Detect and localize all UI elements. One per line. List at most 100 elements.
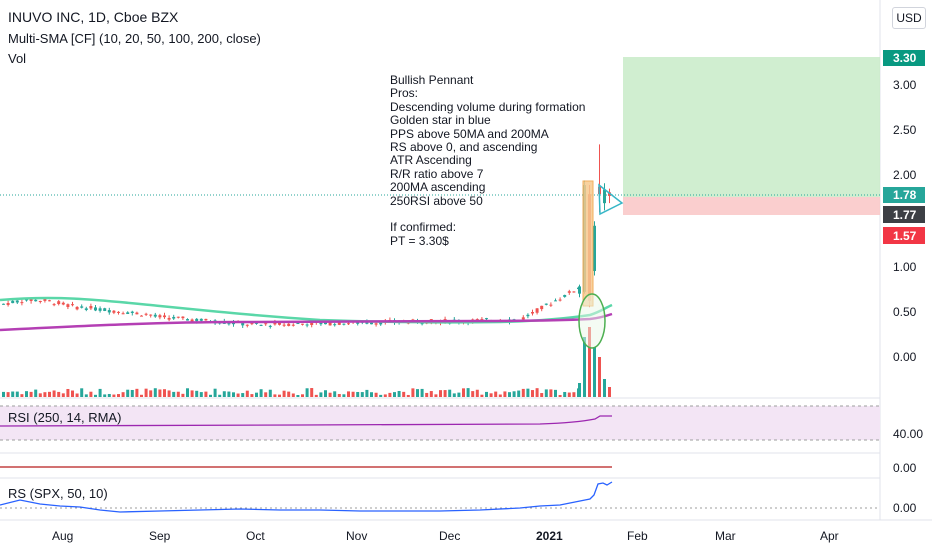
sma-indicator-label[interactable]: Multi-SMA [CF] (10, 20, 50, 100, 200, cl… [8, 31, 261, 46]
candle-body [135, 312, 139, 315]
candle-body [531, 312, 534, 314]
time-tick-label: Aug [52, 529, 73, 543]
candle-body [264, 323, 268, 325]
candle-body [98, 308, 102, 311]
golden-cross-circle[interactable] [578, 293, 606, 349]
stop-price-label: 1.57 [893, 229, 917, 243]
volume-bar [94, 394, 97, 397]
candle-body [34, 299, 38, 302]
target-price-badge [883, 50, 925, 66]
candle-body [278, 322, 281, 325]
chart-title[interactable]: INUVO INC, 1D, Cboe BZX [8, 9, 179, 25]
stop-zone[interactable] [623, 197, 880, 215]
candle-body [549, 304, 553, 306]
volume-bar [213, 388, 217, 397]
price-tick-label: 0.00 [893, 350, 917, 364]
volume-bar [498, 394, 502, 397]
volume-bar [11, 391, 15, 397]
candle-body [103, 308, 107, 311]
volume-bar [425, 392, 429, 397]
currency-selector[interactable]: USD [892, 7, 926, 29]
last-price-label: 1.78 [893, 188, 917, 202]
volume-bar [126, 389, 130, 397]
price-tick-label: 2.00 [893, 168, 917, 182]
candle-body [268, 325, 272, 327]
candle-body [554, 300, 557, 302]
candle-body [167, 317, 171, 320]
candle-body [144, 313, 148, 315]
rsi-line[interactable] [0, 415, 612, 427]
candle-body [342, 323, 346, 325]
volume-bar [204, 391, 208, 397]
candle-body [117, 311, 120, 313]
candle-body [535, 308, 539, 313]
candle-body [61, 302, 65, 305]
candle-body [163, 315, 166, 318]
price-axis[interactable]: 3.00 2.50 2.00 1.00 0.50 0.00 [893, 78, 917, 364]
volume-bar [563, 391, 567, 397]
candle-body [578, 286, 581, 294]
rsi-pane-label[interactable]: RSI (250, 14, RMA) [8, 410, 122, 425]
volume-bar [140, 394, 143, 397]
volume-bar [181, 393, 185, 397]
volume-bar [227, 391, 231, 397]
volume-bar [209, 394, 212, 397]
time-axis[interactable]: Aug Sep Oct Nov Dec 2021 Feb Mar Apr [52, 529, 839, 543]
volume-bar [57, 391, 61, 397]
volume-bar [66, 388, 70, 397]
candle-body [186, 319, 189, 321]
volume-bar [578, 383, 581, 397]
volume-bar [388, 392, 392, 397]
volume-bar [603, 379, 606, 397]
rs-pane-label[interactable]: RS (SPX, 50, 10) [8, 486, 108, 501]
volume-bar [402, 391, 406, 397]
volume-bar [259, 389, 263, 397]
candle-body [567, 291, 571, 293]
volume-bar [544, 389, 548, 397]
volume-bar [494, 391, 498, 397]
volume-indicator-label[interactable]: Vol [8, 51, 27, 66]
entry-price-badge [883, 206, 925, 223]
target-zone[interactable] [623, 57, 880, 197]
candle-body [66, 304, 70, 307]
candle-body [374, 323, 378, 325]
volume-bar [163, 389, 166, 397]
sma-fast-line[interactable] [0, 296, 613, 324]
volume-bar [268, 389, 272, 397]
volume-bar [337, 393, 341, 397]
rsi-tick-label: 40.00 [893, 427, 923, 441]
rs-line[interactable] [0, 481, 613, 513]
annotation-note[interactable]: Bullish Pennant Pros: Descending volume du… [390, 73, 585, 248]
volume-bar [291, 393, 295, 397]
volume-bar [149, 390, 153, 397]
volume-bar [255, 392, 258, 397]
volume-bar [411, 388, 415, 397]
pennant-triangle[interactable] [598, 183, 624, 216]
candle-body [204, 318, 208, 321]
time-tick-label: Sep [149, 529, 171, 543]
candle-body [287, 323, 291, 326]
volume-bar [503, 391, 507, 397]
candle-body [153, 314, 157, 317]
volume-bar [186, 388, 189, 397]
volume-bar [282, 390, 286, 397]
sma-slow-line[interactable] [0, 312, 613, 332]
candle-body [2, 303, 5, 305]
volume-bar [34, 389, 38, 397]
volume-bar [135, 388, 139, 397]
candle-body [158, 315, 162, 318]
volume-bar [25, 391, 28, 397]
volume-bar [15, 391, 19, 397]
annotation-line: RS above 0, and ascending [390, 140, 538, 155]
candle-body [282, 324, 286, 326]
candle-body [485, 318, 488, 320]
volume-bar [462, 388, 465, 397]
volume-bar [526, 388, 530, 397]
volume-bar [98, 388, 102, 397]
volume-bar [406, 394, 410, 397]
volume-bar [485, 391, 488, 397]
volume-bar [278, 394, 281, 397]
annotation-line: 200MA ascending [390, 180, 486, 195]
annotation-line: PT = 3.30$ [390, 233, 449, 248]
